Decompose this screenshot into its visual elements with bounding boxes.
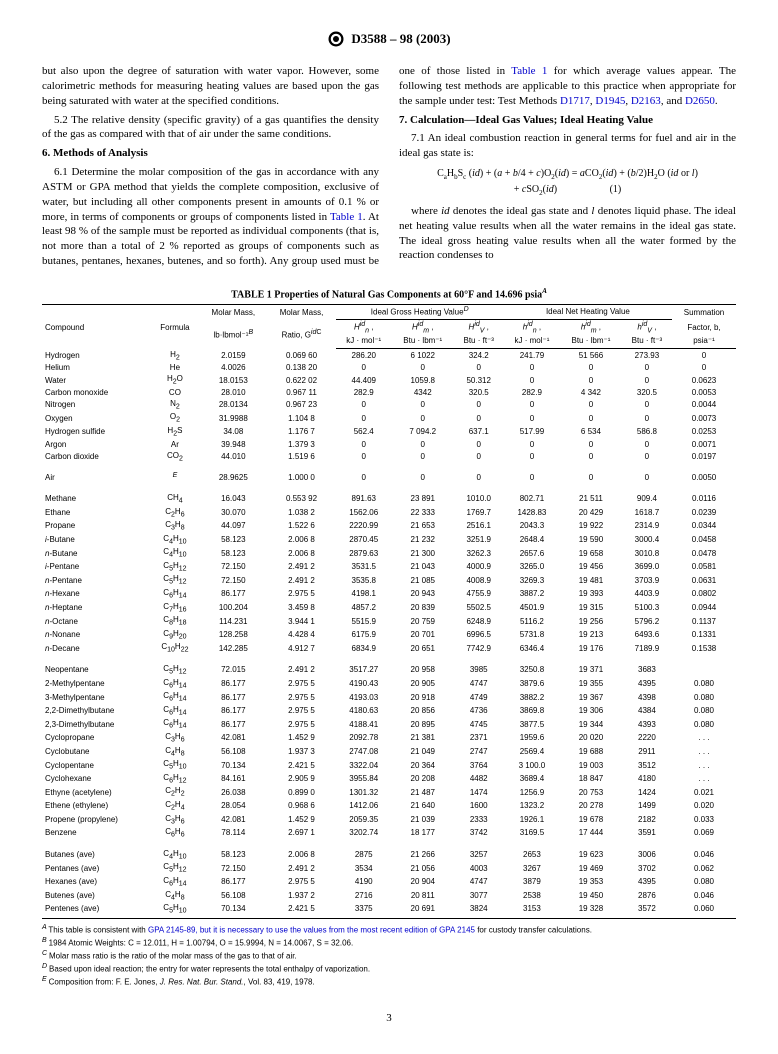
table-row: i-PentaneC5H1272.1502.491 23531.521 0434… bbox=[42, 560, 736, 574]
table-row: Carbon monoxideCO28.0100.967 11282.94342… bbox=[42, 387, 736, 398]
link-d1717[interactable]: D1717 bbox=[560, 95, 590, 107]
table-row: ArgonAr39.9481.379 30000000.0071 bbox=[42, 439, 736, 450]
table-row: n-ButaneC4H1058.1232.006 82879.6321 3003… bbox=[42, 546, 736, 560]
table-row: NeopentaneC5H1272.0152.491 23517.2720 95… bbox=[42, 663, 736, 677]
table-row: CyclopentaneC5H1070.1342.421 53322.0420 … bbox=[42, 758, 736, 772]
table-footnotes: A This table is consistent with GPA 2145… bbox=[42, 923, 736, 988]
table-row: n-HexaneC6H1486.1772.975 54198.120 94347… bbox=[42, 587, 736, 601]
sect7-head: 7. Calculation—Ideal Gas Values; Ideal H… bbox=[399, 113, 736, 128]
table-row: WaterH2O18.01530.622 0244.4091059.850.31… bbox=[42, 373, 736, 387]
table-row: Ethyne (acetylene)C2H226.0380.899 01301.… bbox=[42, 785, 736, 799]
page-number: 3 bbox=[42, 1012, 736, 1024]
table-row: n-NonaneC9H20128.2584.428 46175.920 7016… bbox=[42, 628, 736, 642]
table-row: Pentenes (ave)C5H1070.1342.421 5337520 6… bbox=[42, 902, 736, 918]
link-table1[interactable]: Table 1 bbox=[330, 211, 363, 223]
table-row: HeliumHe4.00260.138 200000000 bbox=[42, 362, 736, 373]
table-row: 2,2-DimethylbutaneC6H1486.1772.975 54180… bbox=[42, 704, 736, 718]
table-row: 2-MethylpentaneC6H1486.1772.975 54190.43… bbox=[42, 677, 736, 691]
table-row: Carbon dioxideCO244.0101.519 60000000.01… bbox=[42, 450, 736, 464]
p2: 5.2 The relative density (specific gravi… bbox=[42, 113, 379, 143]
table-row: EthaneC2H630.0701.038 21562.0622 3331769… bbox=[42, 506, 736, 520]
table-1: Compound Formula Molar Mass, Molar Mass,… bbox=[42, 304, 736, 918]
link-d1945[interactable]: D1945 bbox=[595, 95, 625, 107]
table-row: PropaneC3H844.0971.522 62220.9921 653251… bbox=[42, 519, 736, 533]
link-d2650[interactable]: D2650 bbox=[685, 95, 715, 107]
table-row: n-HeptaneC7H16100.2043.459 84857.220 839… bbox=[42, 601, 736, 615]
link-gpa[interactable]: GPA 2145-89, but it is necessary to use … bbox=[148, 925, 475, 934]
p7b: where id denotes the ideal gas state and… bbox=[399, 204, 736, 263]
sect6-head: 6. Methods of Analysis bbox=[42, 146, 379, 161]
table-row: AirE28.96251.000 00000000.0050 bbox=[42, 471, 736, 484]
table-row: 3-MethylpentaneC6H1486.1772.975 54193.03… bbox=[42, 690, 736, 704]
table-row: Hydrogen sulfideH2S34.081.176 7562.47 09… bbox=[42, 425, 736, 439]
table-row: CyclobutaneC4H856.1081.937 32747.0821 04… bbox=[42, 745, 736, 759]
table-row: n-OctaneC8H18114.2313.944 15515.920 7596… bbox=[42, 614, 736, 628]
table-row: CyclohexaneC6H1284.1612.905 93955.8420 2… bbox=[42, 772, 736, 786]
page-header: D3588 – 98 (2003) bbox=[42, 30, 736, 48]
table-row: n-DecaneC10H22142.2854.912 76834.920 651… bbox=[42, 641, 736, 655]
p7a: 7.1 An ideal combustion reaction in gene… bbox=[399, 131, 736, 161]
table-row: MethaneCH416.0430.553 92891.6323 8911010… bbox=[42, 492, 736, 506]
table-row: n-PentaneC5H1272.1502.491 23535.821 0854… bbox=[42, 573, 736, 587]
doc-number: D3588 – 98 (2003) bbox=[351, 31, 450, 47]
table-title: TABLE 1 Properties of Natural Gas Compon… bbox=[42, 287, 736, 300]
table-row: Pentanes (ave)C5H1272.1502.491 2353421 0… bbox=[42, 861, 736, 875]
table-row: BenzeneC6H678.1142.697 13202.7418 177374… bbox=[42, 826, 736, 840]
p1: but also upon the degree of saturation w… bbox=[42, 64, 379, 109]
table-row: Ethene (ethylene)C2H428.0540.968 61412.0… bbox=[42, 799, 736, 813]
link-d2163[interactable]: D2163 bbox=[631, 95, 661, 107]
table-row: Propene (propylene)C3H642.0811.452 92059… bbox=[42, 813, 736, 827]
table-row: HydrogenH22.01590.069 60286.206 1022324.… bbox=[42, 349, 736, 363]
table-row: Butenes (ave)C4H856.1081.937 2271620 811… bbox=[42, 889, 736, 903]
link-table1b[interactable]: Table 1 bbox=[511, 65, 547, 77]
table-row: Hexanes (ave)C6H1486.1772.975 5419020 90… bbox=[42, 875, 736, 889]
table-row: NitrogenN228.01340.967 230000000.0044 bbox=[42, 398, 736, 412]
equation-1: CaHbSc (id) + (a + b/4 + c)O2(id) = aCO2… bbox=[399, 167, 736, 198]
table-row: Butanes (ave)C4H1058.1232.006 8287521 26… bbox=[42, 848, 736, 862]
table-row: CyclopropaneC3H642.0811.452 92092.7821 3… bbox=[42, 731, 736, 745]
astm-logo-icon bbox=[327, 30, 345, 48]
table-row: i-ButaneC4H1058.1232.006 82870.4521 2323… bbox=[42, 533, 736, 547]
table-row: 2,3-DimethylbutaneC6H1486.1772.975 54188… bbox=[42, 717, 736, 731]
body-text: but also upon the degree of saturation w… bbox=[42, 64, 736, 269]
table-row: OxygenO231.99881.104 80000000.0073 bbox=[42, 411, 736, 425]
